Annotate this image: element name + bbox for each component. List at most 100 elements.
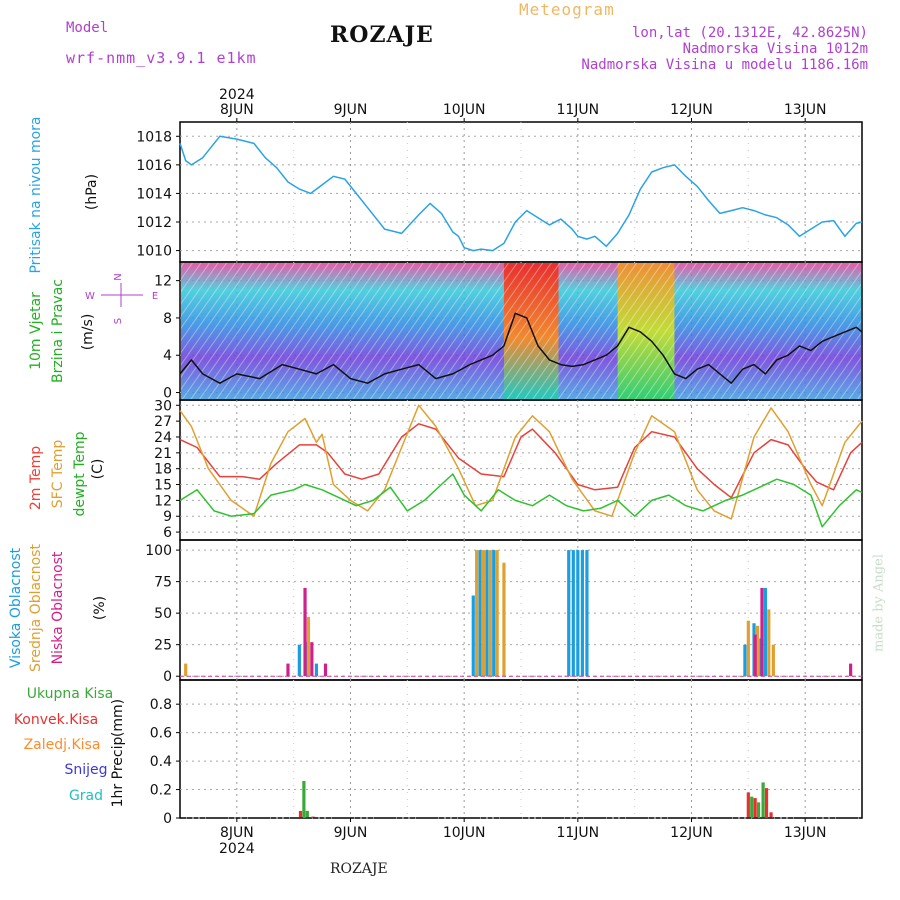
y-tick-label: 9 — [163, 509, 172, 525]
sfctemp-axis-label: SFC Temp — [50, 440, 66, 509]
bar-srednja-oblacnost — [481, 550, 486, 677]
y-tick-label: 12 — [154, 493, 172, 509]
bottom-day-label: 10JUN — [443, 825, 486, 841]
bar-konvek-kisa — [746, 792, 750, 818]
y-tick-label: 0.6 — [150, 726, 172, 742]
bottom-day-label: 8JUN — [220, 825, 254, 841]
y-tick-label: 0 — [163, 811, 172, 827]
bar-srednja-oblacnost — [755, 625, 760, 677]
temp2m-axis-label: 2m Temp — [28, 446, 44, 510]
bar-niska-oblacnost — [753, 634, 757, 677]
bar-srednja-oblacnost — [306, 616, 311, 677]
y-tick-label: 75 — [154, 575, 172, 591]
precip-legend-item: Snijeg — [64, 762, 107, 778]
compass-north: N — [113, 273, 124, 280]
top-day-label: 8JUN — [220, 102, 254, 118]
top-day-label: 10JUN — [443, 102, 486, 118]
series-line-pressure — [179, 135, 863, 252]
bar-visoka-oblacnost — [585, 550, 589, 677]
bar-niska-oblacnost — [286, 663, 290, 677]
dewpt-axis-label: dewpt Temp — [72, 431, 88, 516]
wind-axis-label: 10m Vjetar — [28, 292, 44, 370]
bar-srednja-oblacnost — [184, 663, 188, 677]
bottom-day-label: 9JUN — [334, 825, 368, 841]
meteogram-label: Meteogram — [519, 0, 615, 19]
bar-srednja-oblacnost — [488, 550, 492, 677]
bar-ukupna-kisa — [302, 781, 306, 818]
bar-niska-oblacnost — [849, 663, 853, 677]
cloud-low-axis-label: Niska Oblacnost — [50, 551, 66, 664]
y-tick-label: 8 — [163, 311, 172, 327]
series-line-2m-temp — [179, 423, 863, 499]
y-tick-label: 100 — [145, 543, 172, 559]
precip-unit-label: (mm) — [110, 699, 126, 737]
bottom-day-label: 13JUN — [784, 825, 827, 841]
cloud-mid-axis-label: Srednja Oblacnost — [28, 544, 44, 672]
compass-west: W — [85, 291, 95, 302]
series-line-sfc-temp — [179, 404, 863, 520]
bar-konvek-kisa — [298, 810, 303, 818]
wind-unit-label: (m/s) — [80, 314, 96, 351]
model-altitude-label: Nadmorska Visina u modelu 1186.16m — [581, 57, 868, 73]
top-day-label: 11JUN — [556, 102, 599, 118]
wind-axis-label-2: Brzina i Pravac — [50, 279, 66, 383]
bottom-year-label: 2024 — [219, 841, 255, 857]
bar-visoka-oblacnost — [567, 550, 571, 677]
bar-konvek-kisa — [753, 798, 757, 818]
coords-label: lon,lat (20.1312E, 42.8625N) — [631, 25, 868, 41]
precip-legend-item: Zaledj.Kisa — [24, 737, 101, 753]
pressure-unit-label: (hPa) — [84, 174, 100, 210]
bar-visoka-oblacnost — [743, 644, 747, 677]
page-title: ROZAJE — [330, 22, 434, 48]
bar-ukupna-kisa — [305, 810, 309, 818]
y-tick-label: 24 — [154, 430, 172, 446]
top-day-label: 13JUN — [784, 102, 827, 118]
series-line-dewpt-temp — [179, 473, 863, 528]
precip-axis-label: 1hr Precip — [110, 737, 126, 808]
y-tick-label: 0.4 — [150, 754, 172, 770]
bar-visoka-oblacnost — [576, 550, 580, 677]
y-tick-label: 1014 — [136, 186, 172, 202]
bar-niska-oblacnost — [323, 663, 328, 677]
y-tick-label: 0.2 — [150, 783, 172, 799]
top-day-label: 9JUN — [334, 102, 368, 118]
bar-srednja-oblacnost — [495, 550, 499, 677]
bar-visoka-oblacnost — [580, 550, 584, 677]
model-label: Model — [66, 20, 109, 36]
top-day-label: 12JUN — [670, 102, 713, 118]
y-tick-label: 25 — [154, 638, 172, 654]
bar-srednja-oblacnost — [502, 562, 506, 677]
bar-konvek-kisa — [311, 816, 315, 818]
temp-unit-label: (C) — [90, 459, 106, 480]
y-tick-label: 27 — [154, 414, 172, 430]
bar-visoka-oblacnost — [471, 595, 475, 677]
y-tick-label: 0 — [163, 669, 172, 685]
y-tick-label: 15 — [154, 478, 172, 494]
y-tick-label: 18 — [154, 462, 172, 478]
cloud-high-axis-label: Visoka Oblacnost — [8, 547, 24, 668]
footer-place: ROZAJE — [330, 861, 388, 877]
y-tick-label: 1018 — [136, 129, 172, 145]
bar-visoka-oblacnost — [297, 644, 301, 677]
compass-south: S — [113, 318, 124, 324]
bar-srednja-oblacnost — [746, 620, 750, 677]
altitude-label: Nadmorska Visina 1012m — [682, 41, 868, 57]
precip-legend-item: Ukupna Kisa — [27, 686, 114, 702]
y-tick-label: 1016 — [136, 158, 172, 174]
bar-niska-oblacnost — [310, 642, 314, 677]
bar-ukupna-kisa — [750, 796, 754, 818]
y-tick-label: 12 — [154, 274, 172, 290]
y-tick-label: 21 — [154, 446, 172, 462]
bar-visoka-oblacnost — [485, 550, 489, 677]
y-tick-label: 50 — [154, 606, 172, 622]
y-tick-label: 4 — [163, 348, 172, 364]
y-tick-label: 1012 — [136, 215, 172, 231]
top-year-label: 2024 — [219, 87, 255, 103]
y-tick-label: 0 — [163, 386, 172, 402]
bar-konvek-kisa — [764, 788, 769, 818]
pressure-axis-label: Pritisak na nivou mora — [28, 116, 44, 273]
bar-niska-oblacnost — [303, 587, 307, 677]
bar-ukupna-kisa — [756, 802, 761, 818]
